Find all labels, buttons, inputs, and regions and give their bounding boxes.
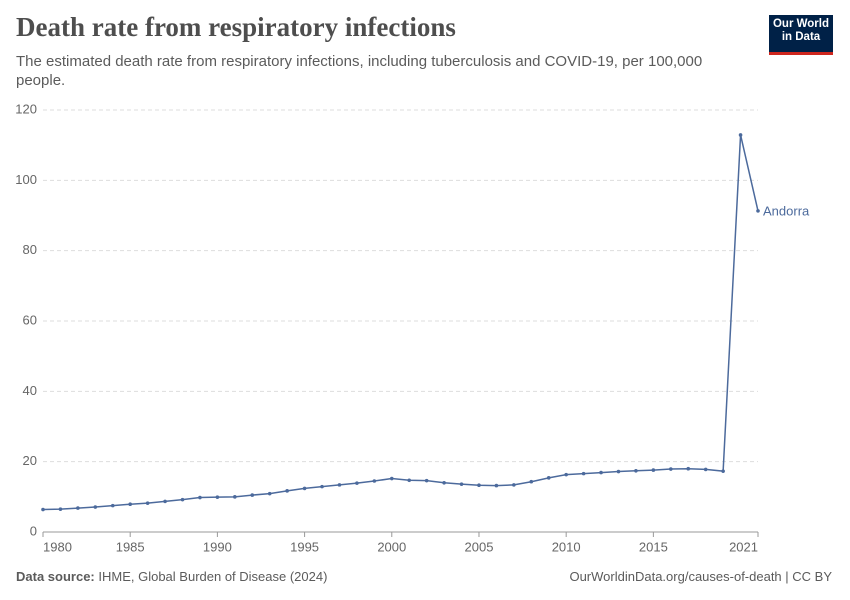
data-point [372,479,377,483]
logo[interactable]: Our World in Data [769,15,833,55]
data-point [320,484,324,489]
x-tick-label: 2010 [552,539,581,554]
data-point [250,493,255,497]
data-point [163,499,167,504]
data-point [669,467,673,471]
data-point [389,476,394,481]
y-tick-label: 0 [30,523,37,538]
y-tick-label: 80 [23,242,37,257]
data-point [634,469,638,473]
data-point [41,507,45,512]
data-point [599,470,603,475]
series-label: Andorra [763,203,810,218]
data-point [58,507,63,511]
data-point [267,491,272,496]
data-point [546,476,551,480]
data-point [756,209,760,213]
data-point [459,482,464,486]
x-tick-label: 1995 [290,539,319,554]
footer-source: Data source: IHME, Global Burden of Dise… [16,569,327,584]
data-point [337,483,342,487]
data-point [721,469,725,473]
x-tick-label: 1990 [203,539,232,554]
data-point [477,483,481,488]
data-point [128,502,132,507]
data-point [529,479,534,484]
data-point [407,478,412,483]
data-point [145,501,150,505]
data-point [512,483,516,487]
data-point [442,480,446,485]
data-point [110,503,115,508]
data-point [180,497,185,502]
data-point [233,495,237,499]
x-tick-label: 1980 [43,539,72,554]
data-point [424,478,429,483]
x-tick-label: 2005 [465,539,494,554]
data-point [93,505,98,509]
data-point [686,466,691,471]
x-tick-label: 2000 [377,539,406,554]
y-tick-label: 120 [15,101,37,116]
y-tick-label: 100 [15,172,37,187]
chart-title: Death rate from respiratory infections [16,12,456,42]
y-tick-label: 40 [23,383,37,398]
data-point [198,495,202,500]
data-point [302,486,307,491]
data-point [581,471,586,476]
data-point [564,472,568,477]
data-point [285,489,289,493]
data-point [494,483,499,488]
data-point [355,481,359,485]
x-tick-label: 1985 [116,539,145,554]
data-point [738,133,743,137]
y-tick-label: 20 [23,453,37,468]
data-point [76,506,80,510]
x-tick-label: 2015 [639,539,668,554]
data-point [703,467,708,472]
series-line [42,134,759,511]
source: IHME, Global Burden of Disease (2024) [98,569,328,584]
footer-url[interactable]: OurWorldinData.org/causes-of-death | CC … [569,569,832,584]
logo-text: in Data [781,31,821,43]
logo-text: Our World [772,18,829,30]
x-tick-label: 2021 [729,539,758,554]
data-point [616,469,621,474]
y-tick-label: 60 [23,312,37,327]
chart-subtitle: The estimated death rate from respirator… [16,53,703,89]
data-point [651,468,656,472]
data-point [215,495,220,499]
source-label: Data source: [16,569,95,584]
